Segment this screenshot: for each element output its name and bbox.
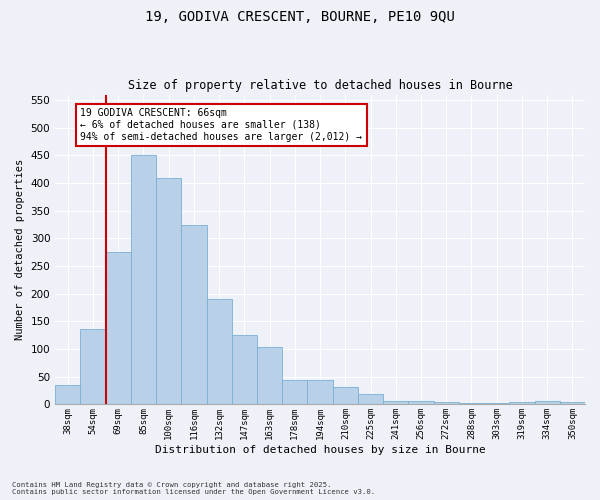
Bar [206,300,232,405]
Bar [131,156,156,404]
Y-axis label: Number of detached properties: Number of detached properties [15,159,25,340]
Bar [106,252,131,404]
Bar [332,386,358,404]
Bar [282,380,307,404]
Bar [509,402,535,404]
Bar [181,224,206,404]
Bar [383,400,409,404]
X-axis label: Distribution of detached houses by size in Bourne: Distribution of detached houses by size … [155,445,485,455]
Bar [484,403,509,404]
Bar [156,178,181,404]
Bar [409,400,434,404]
Bar [307,380,332,404]
Bar [257,347,282,405]
Text: 19, GODIVA CRESCENT, BOURNE, PE10 9QU: 19, GODIVA CRESCENT, BOURNE, PE10 9QU [145,10,455,24]
Bar [358,394,383,404]
Title: Size of property relative to detached houses in Bourne: Size of property relative to detached ho… [128,79,512,92]
Text: 19 GODIVA CRESCENT: 66sqm
← 6% of detached houses are smaller (138)
94% of semi-: 19 GODIVA CRESCENT: 66sqm ← 6% of detach… [80,108,362,142]
Bar [232,336,257,404]
Bar [459,403,484,404]
Bar [55,385,80,404]
Text: Contains HM Land Registry data © Crown copyright and database right 2025.
Contai: Contains HM Land Registry data © Crown c… [12,482,375,495]
Bar [560,402,585,404]
Bar [80,328,106,404]
Bar [535,401,560,404]
Bar [434,402,459,404]
